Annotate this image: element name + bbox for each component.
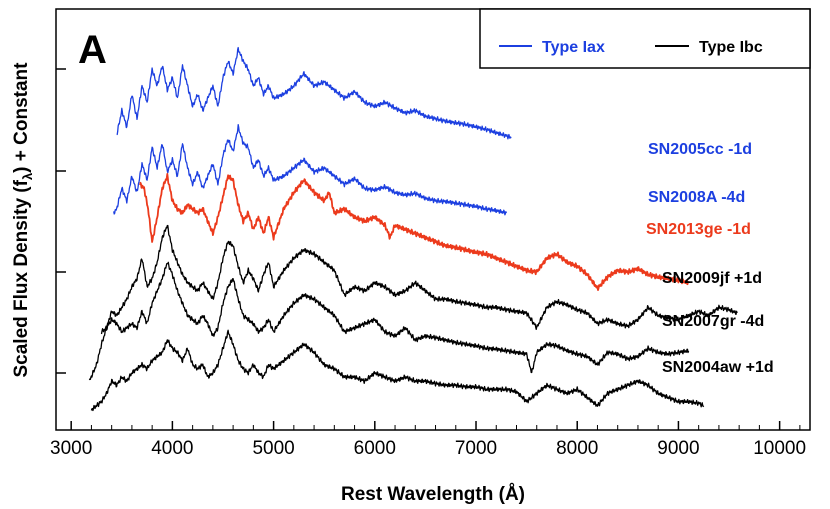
y-axis-title-end: ) + Constant xyxy=(11,62,32,173)
x-tick-label: 7000 xyxy=(455,438,497,459)
spectrum-line-sn2013ge-1d xyxy=(139,172,690,292)
y-axis-title: Scaled Flux Density (fλ) + Constant xyxy=(11,62,35,378)
spectrum-line-sn2004aw-1d xyxy=(90,329,705,412)
x-tick-label: 8000 xyxy=(556,438,598,459)
spectrum-label-sn2013ge-1d: SN2013ge -1d xyxy=(646,221,751,238)
plot-frame xyxy=(55,8,811,431)
x-tick-label: 4000 xyxy=(151,438,193,459)
spectrum-label-sn2009jf-1d: SN2009jf +1d xyxy=(662,270,762,287)
spectrum-label-sn2008a-4d: SN2008A -4d xyxy=(648,189,745,206)
series-layer: SN2005cc -1d SN2008A -4d SN2013ge -1d SN200… xyxy=(88,46,774,412)
tick-layer: 3000 4000 5000 6000 7000 8000 9000 10000 xyxy=(50,68,806,459)
x-tick-label: 6000 xyxy=(354,438,396,459)
x-tick-label: 3000 xyxy=(50,438,92,459)
spectrum-line-sn2007gr-4d xyxy=(100,261,690,374)
spectrum-label-sn2004aw-1d: SN2004aw +1d xyxy=(662,359,774,376)
y-axis-title-subscript: λ xyxy=(20,172,35,180)
x-tick-label: 9000 xyxy=(657,438,699,459)
x-tick-label: 5000 xyxy=(252,438,294,459)
spectrum-line-sn2008a-4d xyxy=(113,124,508,216)
panel-label: A xyxy=(78,28,107,72)
legend-box xyxy=(479,8,811,69)
spectrum-label-sn2007gr-4d: SN2007gr -4d xyxy=(662,313,764,330)
x-axis-title: Rest Wavelength (Å) xyxy=(341,484,525,505)
x-tick-label: 10000 xyxy=(753,438,806,459)
legend-entry-type-iax: Type Iax xyxy=(542,39,605,56)
spectrum-line-sn2009jf-1d xyxy=(88,224,738,381)
legend: Type Iax Type Ibc xyxy=(479,8,811,69)
y-axis-title-main: Scaled Flux Density (f xyxy=(11,179,32,377)
legend-entry-type-ibc: Type Ibc xyxy=(699,39,763,56)
spectrum-line-sn2005cc-1d xyxy=(116,46,512,140)
spectrum-label-sn2005cc-1d: SN2005cc -1d xyxy=(648,141,752,158)
